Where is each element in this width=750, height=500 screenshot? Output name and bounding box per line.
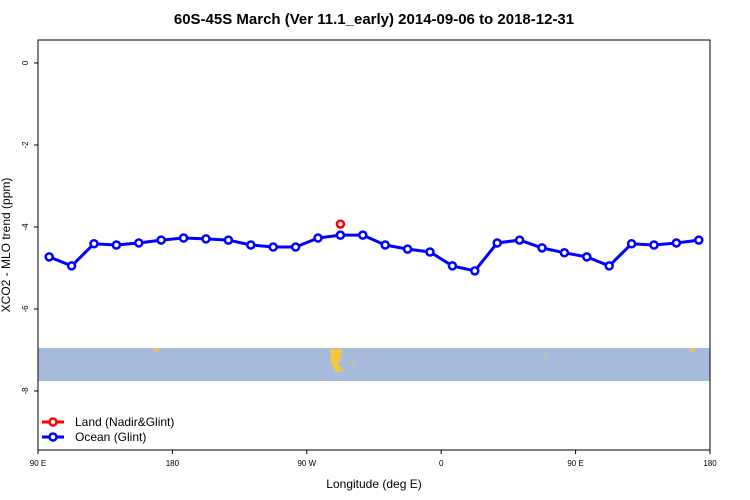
data-point xyxy=(156,235,166,245)
data-point xyxy=(425,247,435,257)
legend-label: Ocean (Glint) xyxy=(75,430,146,444)
land-patch xyxy=(351,362,354,364)
data-point xyxy=(134,238,144,248)
data-point xyxy=(290,242,301,252)
data-point xyxy=(89,239,99,249)
plot-frame xyxy=(37,39,711,451)
x-tick-label: 90 E xyxy=(30,459,46,468)
legend: Land (Nadir&Glint)Ocean (Glint) xyxy=(42,415,174,444)
data-point xyxy=(66,261,77,271)
data-point xyxy=(470,266,480,276)
data-point xyxy=(447,261,458,271)
data-point xyxy=(178,233,189,243)
data-point xyxy=(559,248,570,258)
data-point xyxy=(492,238,502,248)
x-tick-label: 90 E xyxy=(567,459,583,468)
data-point xyxy=(223,235,234,245)
y-tick-label: -4 xyxy=(21,223,30,231)
y-tick-label: 0 xyxy=(21,60,30,65)
x-tick-label: 180 xyxy=(703,459,717,468)
land-patch xyxy=(154,348,159,351)
data-point xyxy=(604,261,614,271)
data-point xyxy=(626,239,637,249)
y-axis-label: XCO2 - MLO trend (ppm) xyxy=(0,178,13,313)
data-point xyxy=(335,230,346,240)
data-point xyxy=(313,233,323,243)
data-point xyxy=(44,252,54,262)
land-patch xyxy=(330,349,344,372)
data-point xyxy=(694,235,704,245)
legend-label: Land (Nadir&Glint) xyxy=(75,415,174,429)
data-point xyxy=(671,238,682,248)
data-point xyxy=(537,243,547,253)
data-point xyxy=(358,230,368,240)
land-patch xyxy=(690,348,695,351)
map-strip xyxy=(38,348,710,381)
data-point xyxy=(335,219,346,229)
x-tick-label: 90 W xyxy=(297,459,316,468)
x-tick-label: 180 xyxy=(166,459,180,468)
data-point xyxy=(582,252,592,262)
legend-marker xyxy=(48,417,58,427)
data-point xyxy=(111,240,122,250)
x-tick-label: 0 xyxy=(439,459,444,468)
chart-title: 60S-45S March (Ver 11.1_early) 2014-09-0… xyxy=(174,11,574,28)
ocean-band xyxy=(38,348,710,381)
data-point xyxy=(649,240,659,250)
y-tick-label: -6 xyxy=(21,305,30,313)
data-point xyxy=(201,234,211,244)
y-tick-label: -2 xyxy=(21,141,30,149)
land-patch xyxy=(544,356,546,358)
data-point xyxy=(246,240,256,250)
data-point xyxy=(402,244,413,254)
data-point xyxy=(268,242,278,252)
data-point xyxy=(514,235,525,245)
legend-marker xyxy=(48,432,58,442)
data-point xyxy=(380,240,390,250)
y-tick-label: -8 xyxy=(21,387,30,395)
x-axis-label: Longitude (deg E) xyxy=(326,477,421,491)
